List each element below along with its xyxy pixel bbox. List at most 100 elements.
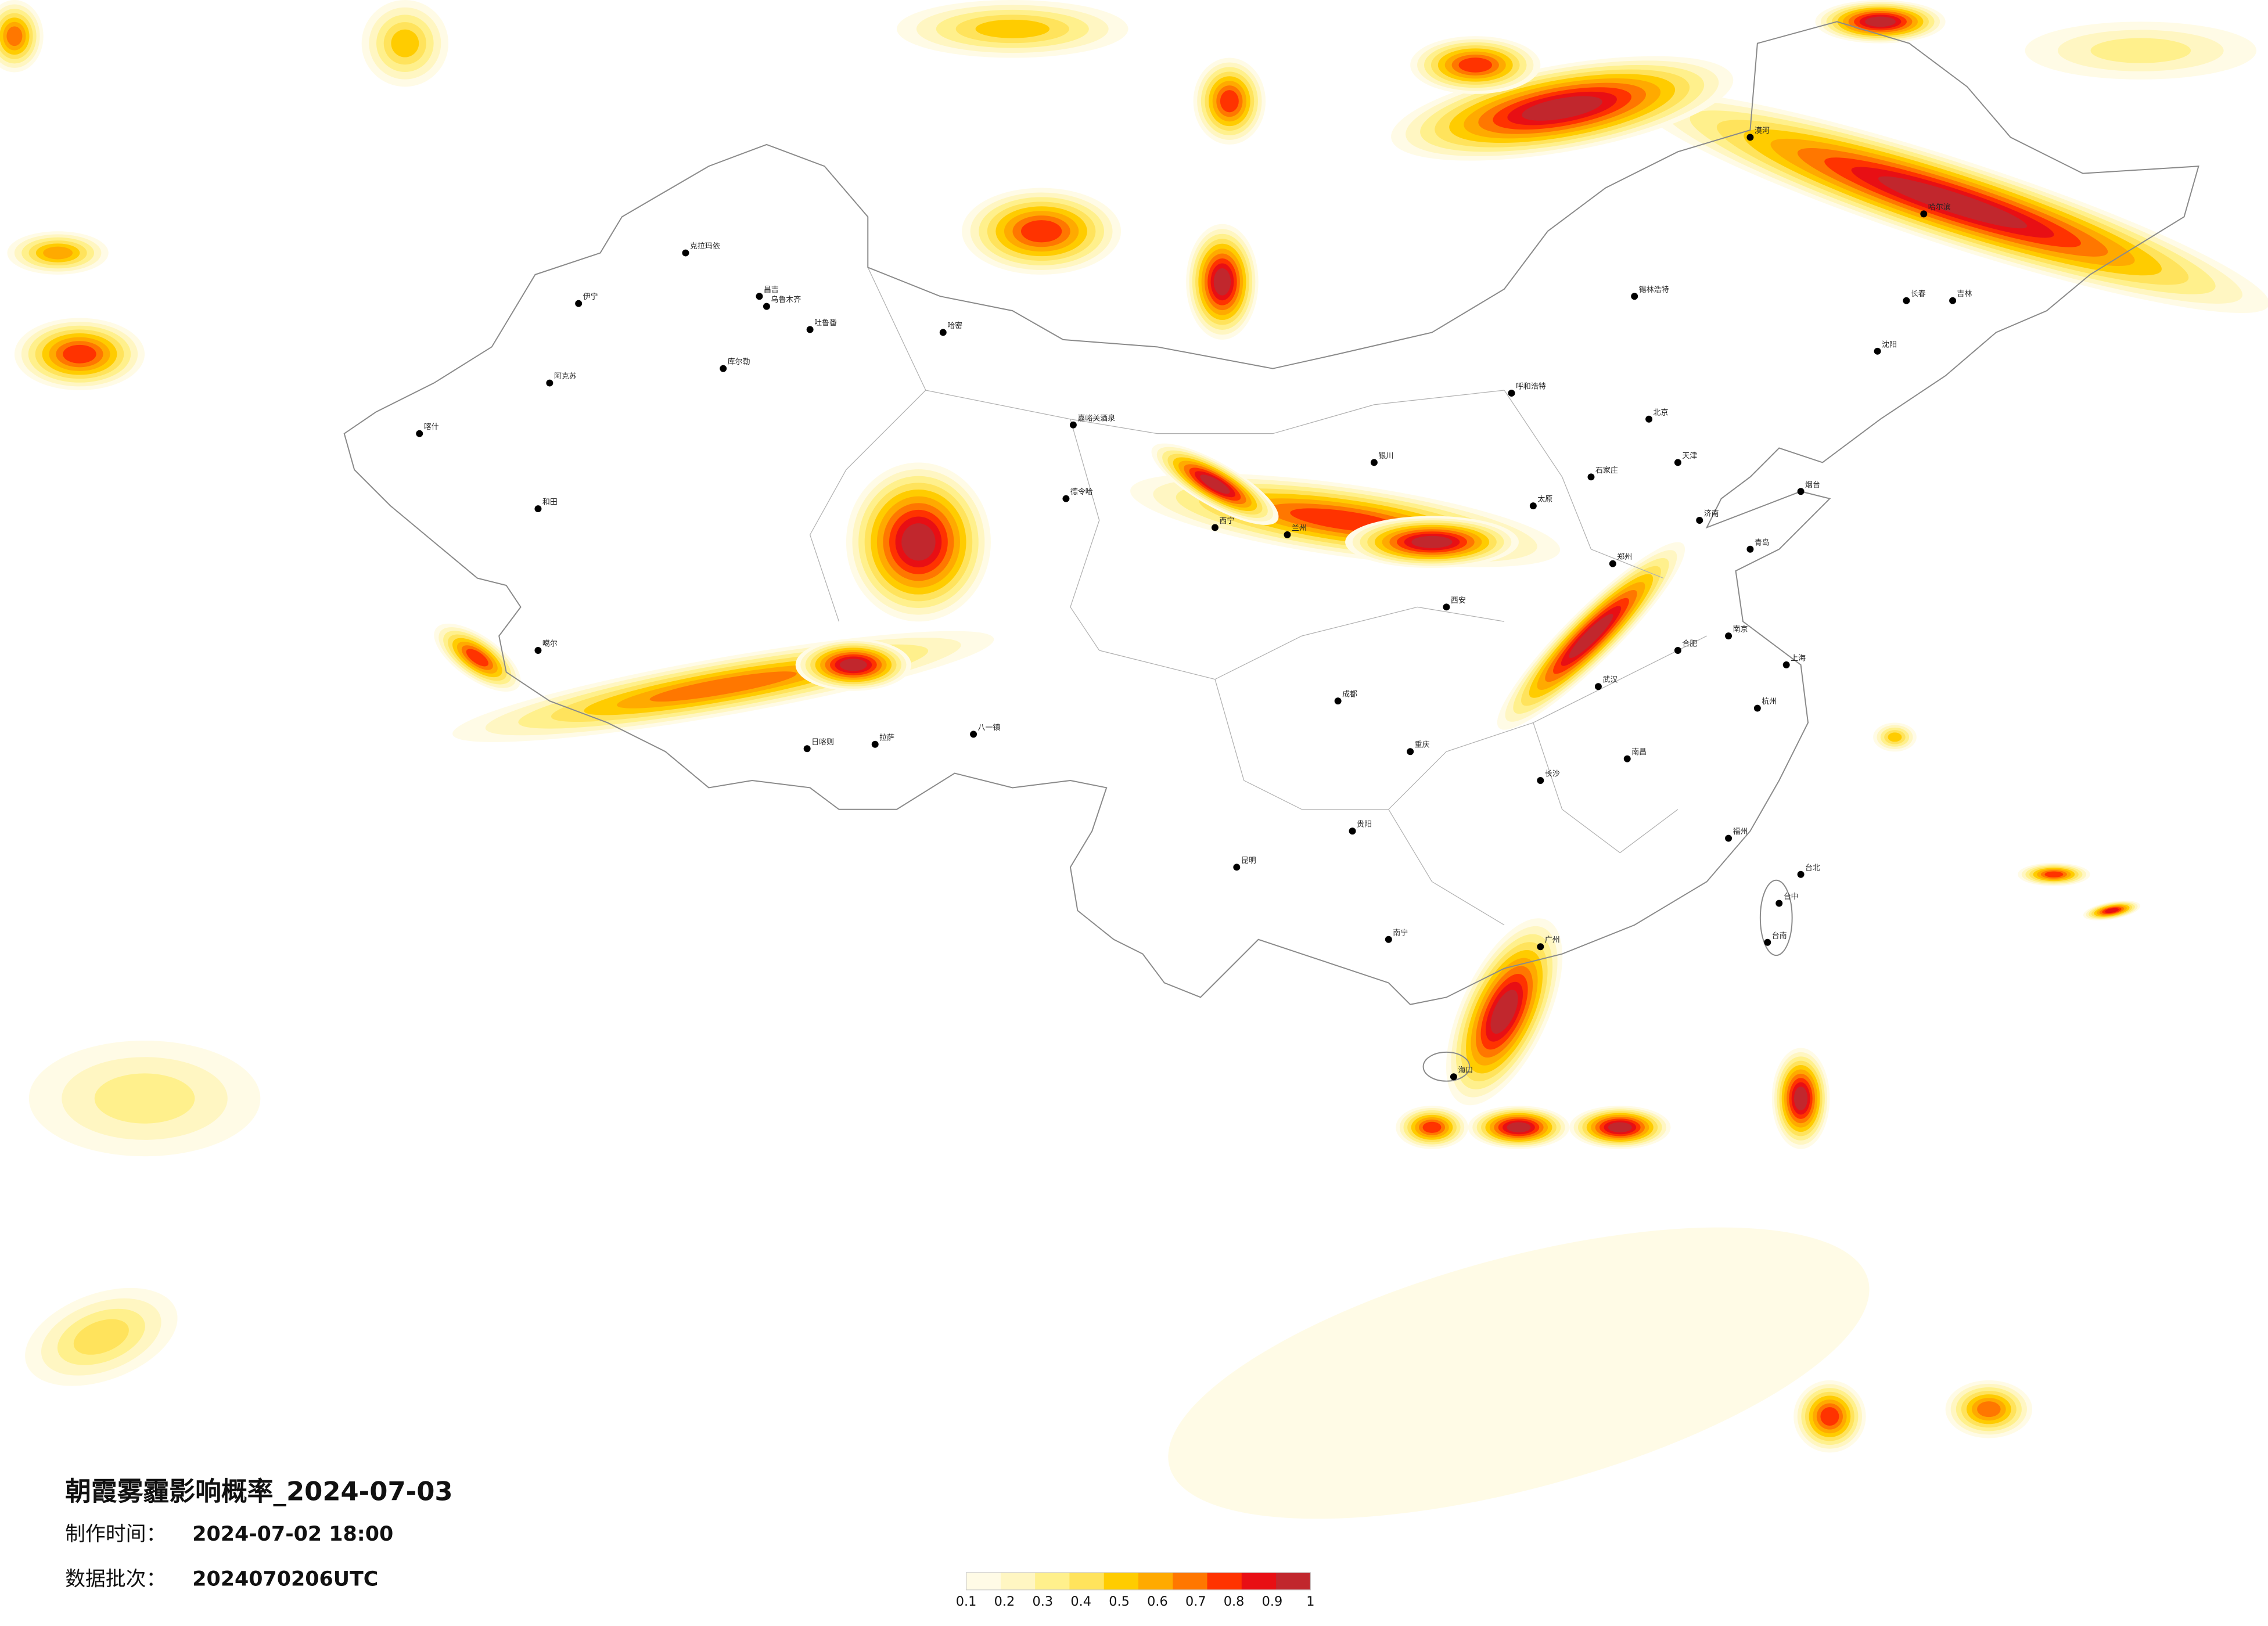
haze-area	[2044, 871, 2064, 877]
haze-area	[901, 523, 936, 561]
city-dot	[534, 505, 542, 513]
city-dot	[720, 365, 727, 372]
city-dot	[1782, 661, 1790, 668]
haze-area	[1878, 176, 2028, 229]
haze-area	[1168, 1227, 1870, 1519]
hainan	[1422, 1051, 1471, 1082]
colorbar-swatch	[966, 1572, 1001, 1590]
city-label: 漠河	[1755, 127, 1770, 135]
haze-area	[1608, 1122, 1632, 1133]
city-dot	[1631, 293, 1638, 300]
city-dot	[1764, 938, 1771, 946]
city-dot	[1903, 297, 1910, 304]
city-dot	[1797, 870, 1805, 878]
city-dot	[1696, 517, 1703, 524]
city-dot	[1450, 1073, 1457, 1081]
made-label: 制作时间：	[65, 1523, 166, 1546]
city-label: 上海	[1791, 654, 1806, 663]
haze-area	[466, 649, 488, 667]
taiwan	[1759, 879, 1793, 956]
city-label: 南昌	[1631, 747, 1647, 757]
city-dot	[1211, 524, 1219, 531]
colorbar-swatch	[1000, 1572, 1036, 1590]
city-dot	[1746, 545, 1754, 553]
city-dot	[1594, 683, 1602, 690]
city-label: 银川	[1378, 452, 1393, 461]
city-label: 北京	[1654, 408, 1669, 417]
city-dot	[1775, 900, 1783, 907]
haze-area	[1793, 1087, 1808, 1111]
colorbar-tick-label: 0.4	[1070, 1594, 1091, 1609]
haze-area	[839, 659, 867, 671]
city-dot	[1284, 531, 1291, 538]
city-label: 成都	[1342, 690, 1357, 699]
china-outline	[343, 21, 2199, 1005]
colorbar-tick-label: 0.5	[1109, 1594, 1130, 1609]
colorbar-swatch	[1138, 1572, 1173, 1590]
city-label: 青岛	[1755, 538, 1770, 547]
city-dot	[546, 379, 553, 387]
city-dot	[763, 303, 770, 310]
city-label: 阿克苏	[554, 372, 577, 381]
city-label: 噶尔	[542, 640, 558, 649]
city-label: 嘉峪关酒泉	[1077, 413, 1115, 423]
city-dot	[1529, 502, 1537, 510]
city-label: 和田	[542, 498, 558, 507]
haze-area	[1411, 535, 1453, 548]
haze-area	[391, 29, 419, 57]
city-label: 哈尔滨	[1928, 203, 1951, 212]
batch-label: 数据批次：	[65, 1567, 166, 1591]
city-dot	[871, 740, 879, 748]
colorbar-tick-label: 0.1	[956, 1594, 977, 1609]
colorbar-swatch	[1104, 1572, 1139, 1590]
city-label: 吉林	[1957, 290, 1972, 298]
city-label: 杭州	[1762, 697, 1777, 706]
city-label: 西安	[1451, 596, 1466, 605]
colorbar-tick-label: 1	[1306, 1594, 1314, 1609]
colorbar-frame	[965, 1572, 1311, 1591]
city-dot	[1370, 459, 1378, 466]
city-label: 呼和浩特	[1516, 383, 1546, 391]
colorbar-swatch	[1069, 1572, 1105, 1590]
haze-area	[1820, 1407, 1839, 1426]
haze-area	[1458, 57, 1492, 73]
city-label: 长沙	[1545, 770, 1560, 779]
haze-area	[1888, 732, 1902, 742]
city-dot	[1349, 828, 1356, 835]
city-dot	[1949, 297, 1957, 304]
city-label: 台北	[1805, 864, 1820, 872]
city-label: 昌吉	[764, 286, 779, 294]
city-label: 长春	[1911, 290, 1926, 298]
city-dot	[1725, 834, 1733, 842]
haze-area	[1220, 90, 1239, 113]
map-title: 朝霞雾霾影响概率_2024-07-03	[65, 1476, 453, 1506]
city-dot	[803, 745, 811, 753]
city-dot	[806, 326, 814, 333]
city-label: 南京	[1733, 625, 1748, 634]
city-label: 贵阳	[1357, 821, 1372, 829]
haze-area	[73, 1319, 129, 1355]
city-label: 哈密	[947, 321, 962, 330]
city-dot	[1537, 943, 1544, 951]
haze-area	[1021, 220, 1062, 243]
city-dot	[1797, 488, 1805, 495]
haze-area	[1977, 1401, 2001, 1418]
city-label: 乌鲁木齐	[771, 295, 801, 304]
city-label: 重庆	[1415, 740, 1430, 750]
probability-field	[0, 0, 2268, 1519]
city-label: 伊宁	[583, 292, 598, 301]
city-dot	[1233, 864, 1241, 871]
haze-area	[1422, 1121, 1442, 1133]
haze-area	[1490, 990, 1518, 1034]
city-label: 昆明	[1241, 857, 1256, 865]
city-label: 沈阳	[1882, 340, 1897, 349]
colorbar-swatch	[1207, 1572, 1242, 1590]
city-label: 库尔勒	[728, 357, 750, 366]
city-dot	[1674, 459, 1681, 466]
city-dot	[1443, 603, 1450, 611]
city-dot	[756, 293, 763, 300]
city-dot	[1407, 748, 1414, 756]
city-label: 台南	[1772, 931, 1787, 940]
haze-area	[43, 246, 73, 260]
